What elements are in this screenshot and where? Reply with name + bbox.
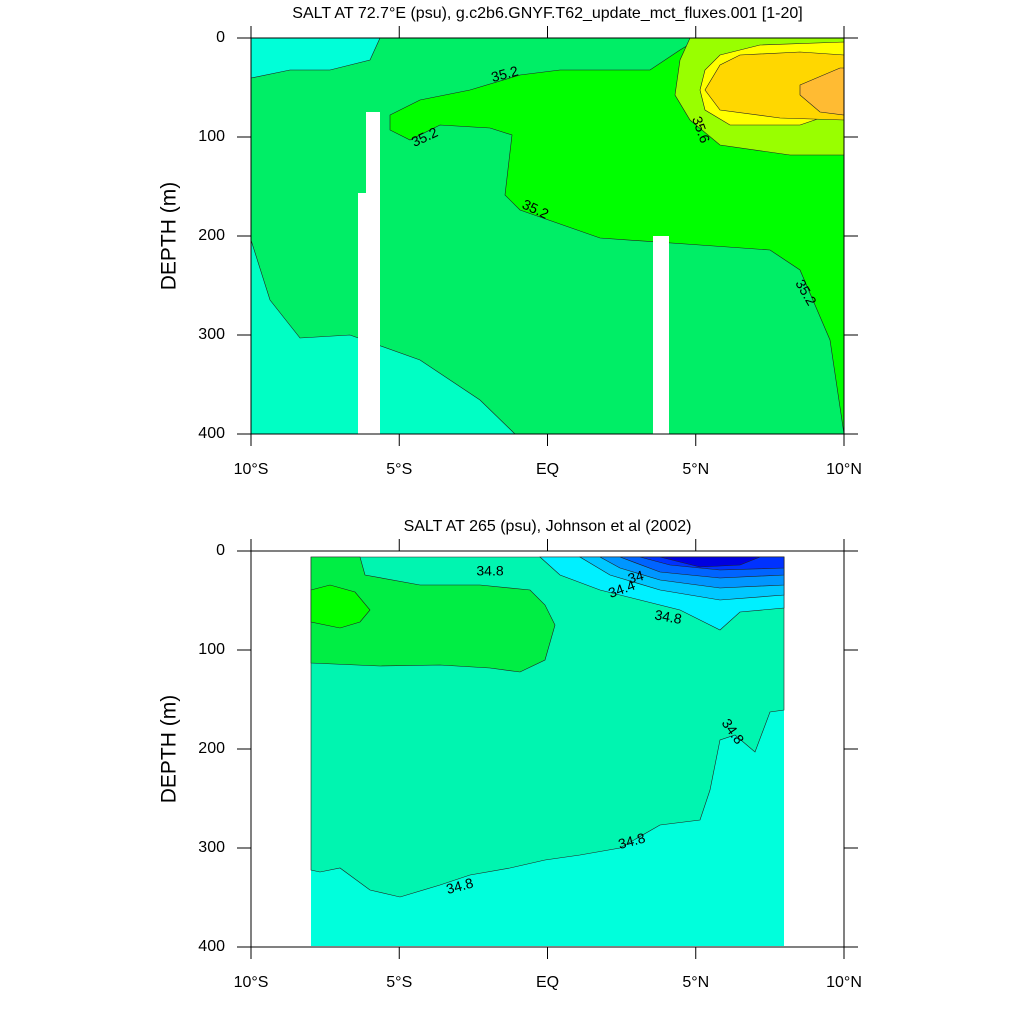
panel: SALT AT 72.7°E (psu), g.c2b6.GNYF.T62_up… bbox=[158, 5, 862, 478]
x-tick-label: 5°N bbox=[682, 974, 709, 991]
y-tick-label: 300 bbox=[198, 839, 225, 856]
x-tick-label: 5°S bbox=[386, 974, 412, 991]
panel: SALT AT 265 (psu), Johnson et al (2002) D… bbox=[158, 518, 862, 991]
y-axis-label: DEPTH (m) bbox=[158, 695, 181, 804]
x-tick-label: 10°N bbox=[826, 461, 862, 478]
contour-fill bbox=[659, 556, 761, 568]
contour-fill bbox=[653, 236, 669, 434]
y-tick-label: 400 bbox=[198, 938, 225, 955]
x-tick-label: 5°S bbox=[386, 461, 412, 478]
y-tick-label: 200 bbox=[198, 740, 225, 757]
x-tick-label: EQ bbox=[536, 974, 559, 991]
y-tick-label: 0 bbox=[216, 542, 225, 559]
contour-label: 34.8 bbox=[616, 829, 647, 852]
contour-label: 35.2 bbox=[489, 62, 520, 85]
y-tick-label: 100 bbox=[198, 641, 225, 658]
contour-fill bbox=[310, 584, 371, 629]
contour-fill bbox=[366, 112, 380, 434]
contour-label: 34.8 bbox=[653, 606, 683, 627]
x-tick-label: 5°N bbox=[682, 461, 709, 478]
y-tick-label: 400 bbox=[198, 425, 225, 442]
contour-label: 34.8 bbox=[476, 563, 503, 579]
contour-fill bbox=[358, 193, 366, 434]
y-tick-label: 200 bbox=[198, 227, 225, 244]
x-tick-label: EQ bbox=[536, 461, 559, 478]
y-axis-label: DEPTH (m) bbox=[158, 182, 181, 291]
chart-title: SALT AT 265 (psu), Johnson et al (2002) bbox=[404, 518, 692, 535]
y-tick-label: 300 bbox=[198, 326, 225, 343]
x-tick-label: 10°N bbox=[826, 974, 862, 991]
contour-label: 34.8 bbox=[444, 874, 475, 897]
y-tick-label: 0 bbox=[216, 29, 225, 46]
x-tick-label: 10°S bbox=[234, 461, 269, 478]
chart-title: SALT AT 72.7°E (psu), g.c2b6.GNYF.T62_up… bbox=[292, 5, 802, 22]
contour-label: 34 bbox=[626, 567, 645, 587]
y-tick-label: 100 bbox=[198, 128, 225, 145]
x-tick-label: 10°S bbox=[234, 974, 269, 991]
contour-fill bbox=[310, 556, 556, 673]
